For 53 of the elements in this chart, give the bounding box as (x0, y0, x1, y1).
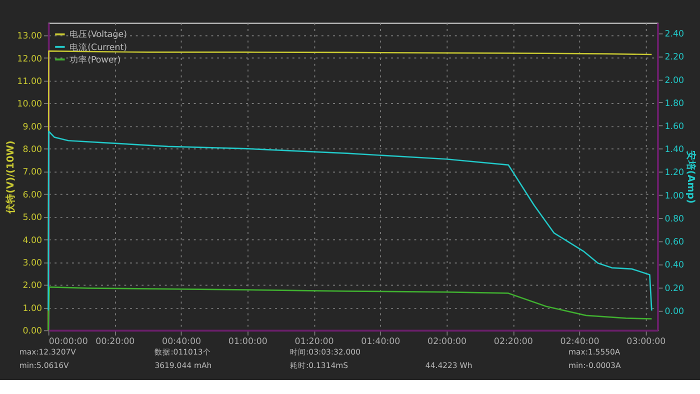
text: max:12.3207V (19, 347, 77, 356)
y2-tick-label: 2.40 (664, 30, 684, 40)
y2-axis-title: 安培(Amp) (684, 150, 697, 204)
y-tick-label: 5.00 (22, 213, 42, 224)
text: 44.4223 Wh (425, 360, 472, 370)
y2-tick-label: 0.60 (664, 238, 684, 248)
y-tick-label: 12.00 (17, 54, 42, 64)
y2-tick-label: 1.20 (664, 168, 684, 178)
y-tick-label: 11.00 (17, 76, 42, 87)
text: 耗时:0.1314mS (290, 360, 348, 370)
line-series (48, 286, 652, 331)
text: 3619.044 mAh (154, 360, 212, 370)
x-tick-label: 01:00:00 (228, 337, 268, 348)
y-tick-label: 4.00 (22, 236, 42, 246)
x-tick-label: 02:40:00 (560, 337, 600, 348)
x-tick-label: 00:00:00 (48, 337, 88, 348)
y2-tick-label: 0.40 (664, 260, 684, 271)
x-tick-label: 02:00:00 (428, 337, 467, 348)
y-axis-title: 伏特(V)/(10W) (4, 140, 16, 214)
y-tick-label: 2.00 (22, 281, 42, 292)
y2-tick-label: 1.40 (664, 145, 684, 156)
y-tick-label: 13.00 (17, 32, 42, 42)
x-tick-label: 00:20:00 (96, 337, 135, 348)
y-tick-label: 10.00 (17, 100, 42, 110)
y-tick-label: 3.00 (22, 258, 42, 269)
x-tick-label: 01:20:00 (294, 337, 334, 348)
text: 时间:03:03:32.000 (290, 347, 361, 356)
y2-tick-label: 0.00 (664, 306, 684, 317)
text: min:5.0616V (19, 360, 70, 370)
legend-label: 功率(Power) (70, 54, 121, 66)
y2-tick-label: 2.20 (664, 52, 684, 63)
x-tick-label: 00:40:00 (162, 337, 202, 348)
text: max:1.5550A (568, 347, 621, 356)
y-tick-label: 0.00 (22, 326, 42, 337)
text: 数据:011013个 (154, 347, 211, 356)
y-tick-label: 8.00 (22, 145, 42, 156)
y2-tick-label: 1.80 (664, 98, 684, 109)
x-tick-label: 01:40:00 (361, 337, 400, 348)
y2-tick-label: 1.60 (664, 122, 684, 132)
y2-tick-label: 0.80 (664, 214, 684, 224)
y-tick-label: 6.00 (22, 190, 42, 200)
x-tick-label: 02:20:00 (494, 337, 533, 348)
text: min:-0.0003A (568, 360, 622, 370)
y-tick-label: 9.00 (22, 122, 42, 132)
y-tick-label: 1.00 (22, 304, 42, 314)
y2-tick-label: 2.00 (664, 76, 684, 86)
legend-label: 电压(Voltage) (70, 29, 127, 40)
line-series (48, 130, 652, 312)
y2-tick-label: 0.20 (664, 284, 684, 294)
legend-label: 电流(Current) (70, 42, 128, 53)
x-tick-label: 03:00:00 (626, 337, 666, 348)
y2-tick-label: 1.00 (664, 191, 684, 202)
y-tick-label: 7.00 (22, 168, 42, 178)
